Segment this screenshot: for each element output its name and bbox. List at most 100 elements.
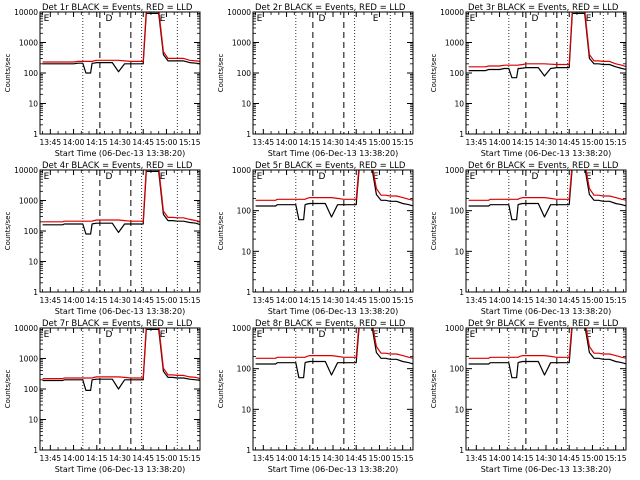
panel-title: Det 2r BLACK = Events, RED = LLD xyxy=(255,3,406,13)
x-axis-label: Start Time (06-Dec-13 13:38:20) xyxy=(268,465,399,474)
x-axis-label: Start Time (06-Dec-13 13:38:20) xyxy=(481,149,612,158)
x-axis-label: Start Time (06-Dec-13 13:38:20) xyxy=(481,307,612,316)
x-tick-label: 13:45 xyxy=(40,138,62,147)
x-axis-label: Start Time (06-Dec-13 13:38:20) xyxy=(55,465,186,474)
x-tick-label: 15:15 xyxy=(605,296,627,305)
x-tick-label: 13:45 xyxy=(253,296,275,305)
x-tick-label: 14:15 xyxy=(86,296,108,305)
x-tick-label: 13:45 xyxy=(466,454,488,463)
series-group xyxy=(42,12,200,74)
x-tick-label: 13:45 xyxy=(40,454,62,463)
x-tick-label: 14:15 xyxy=(512,296,534,305)
marker-letter: D xyxy=(532,330,539,340)
x-tick-label: 14:30 xyxy=(535,138,557,147)
series-line-events xyxy=(255,328,413,379)
x-tick-label: 14:15 xyxy=(86,454,108,463)
y-tick-label: 10000 xyxy=(14,324,38,333)
x-tick-label: 14:15 xyxy=(299,296,321,305)
y-axis-label: Counts/sec xyxy=(4,370,12,409)
x-tick-label: 14:00 xyxy=(63,454,85,463)
y-tick-label: 1000 xyxy=(232,324,251,333)
marker-letter: E xyxy=(586,14,592,24)
x-tick-label: 14:45 xyxy=(345,138,367,147)
series-line-events xyxy=(42,12,200,74)
y-tick-label: 1000 xyxy=(19,39,38,48)
panel-title: Det 8r BLACK = Events, RED = LLD xyxy=(255,319,406,329)
marker-letter: D xyxy=(319,330,326,340)
x-axis-label: Start Time (06-Dec-13 13:38:20) xyxy=(268,149,399,158)
marker-letter: D xyxy=(319,172,326,182)
plot-frame xyxy=(252,327,414,451)
marker-letter: E xyxy=(160,14,166,24)
x-tick-label: 14:00 xyxy=(276,138,298,147)
marker-letter: D xyxy=(106,172,113,182)
x-tick-label: 15:00 xyxy=(369,454,391,463)
detector-panel-8: Det 8r BLACK = Events, RED = LLD Counts/s… xyxy=(217,319,414,474)
plot-frame xyxy=(39,169,201,293)
panel-title: Det 5r BLACK = Events, RED = LLD xyxy=(255,161,406,171)
x-axis-label: Start Time (06-Dec-13 13:38:20) xyxy=(268,307,399,316)
y-tick-label: 1000 xyxy=(445,324,464,333)
y-tick-label: 1 xyxy=(246,446,251,455)
x-tick-label: 14:30 xyxy=(535,454,557,463)
marker-letter: E xyxy=(586,172,592,182)
y-tick-label: 10 xyxy=(28,100,38,109)
series-line-lld xyxy=(468,170,626,201)
detector-panel-7: Det 7r BLACK = Events, RED = LLD Counts/s… xyxy=(4,319,201,474)
x-tick-label: 14:00 xyxy=(489,138,511,147)
plot-frame xyxy=(252,169,414,293)
x-tick-label: 15:00 xyxy=(582,138,604,147)
y-axis-label: Counts/sec xyxy=(4,54,12,93)
series-line-lld xyxy=(42,170,200,223)
series-group xyxy=(468,170,626,221)
y-tick-label: 1 xyxy=(246,288,251,297)
marker-letter: D xyxy=(106,330,113,340)
y-tick-label: 100 xyxy=(24,385,39,394)
y-tick-label: 100 xyxy=(24,69,39,78)
plot-frame xyxy=(39,11,201,135)
x-tick-label: 14:30 xyxy=(109,296,131,305)
series-line-lld xyxy=(42,328,200,380)
panel-title: Det 9r BLACK = Events, RED = LLD xyxy=(468,319,619,329)
y-tick-label: 10 xyxy=(241,405,251,414)
series-line-lld xyxy=(42,12,200,63)
x-tick-label: 13:45 xyxy=(40,296,62,305)
x-axis-label: Start Time (06-Dec-13 13:38:20) xyxy=(55,149,186,158)
series-line-events xyxy=(468,12,626,79)
x-tick-label: 15:15 xyxy=(179,296,201,305)
x-tick-label: 14:15 xyxy=(512,454,534,463)
y-tick-label: 100 xyxy=(237,207,252,216)
marker-letter: E xyxy=(257,172,263,182)
x-tick-label: 15:00 xyxy=(156,296,178,305)
y-tick-label: 1 xyxy=(459,446,464,455)
y-tick-label: 100 xyxy=(450,69,465,78)
detector-panel-3: Det 3r BLACK = Events, RED = LLD Counts/s… xyxy=(430,3,627,158)
x-tick-label: 14:00 xyxy=(276,296,298,305)
y-tick-label: 10000 xyxy=(227,8,251,17)
marker-letter: E xyxy=(160,330,166,340)
y-tick-label: 10 xyxy=(241,100,251,109)
marker-letter: E xyxy=(470,172,476,182)
x-tick-label: 15:00 xyxy=(156,138,178,147)
marker-letter: E xyxy=(586,330,592,340)
marker-letter: E xyxy=(257,14,263,24)
y-tick-label: 10 xyxy=(454,247,464,256)
y-tick-label: 10000 xyxy=(14,8,38,17)
y-tick-label: 100 xyxy=(24,227,39,236)
x-tick-label: 14:45 xyxy=(558,454,580,463)
y-tick-label: 1000 xyxy=(232,166,251,175)
y-axis-label: Counts/sec xyxy=(430,370,438,409)
x-tick-label: 15:00 xyxy=(369,138,391,147)
series-line-events xyxy=(42,170,200,235)
y-tick-label: 1000 xyxy=(445,166,464,175)
series-line-events xyxy=(468,170,626,221)
x-tick-label: 15:00 xyxy=(582,296,604,305)
series-group xyxy=(42,170,200,235)
panel-title: Det 1r BLACK = Events, RED = LLD xyxy=(42,3,193,13)
y-tick-label: 10 xyxy=(454,100,464,109)
x-tick-label: 14:30 xyxy=(322,454,344,463)
plot-frame xyxy=(39,327,201,451)
y-tick-label: 100 xyxy=(450,207,465,216)
series-group xyxy=(42,328,200,391)
